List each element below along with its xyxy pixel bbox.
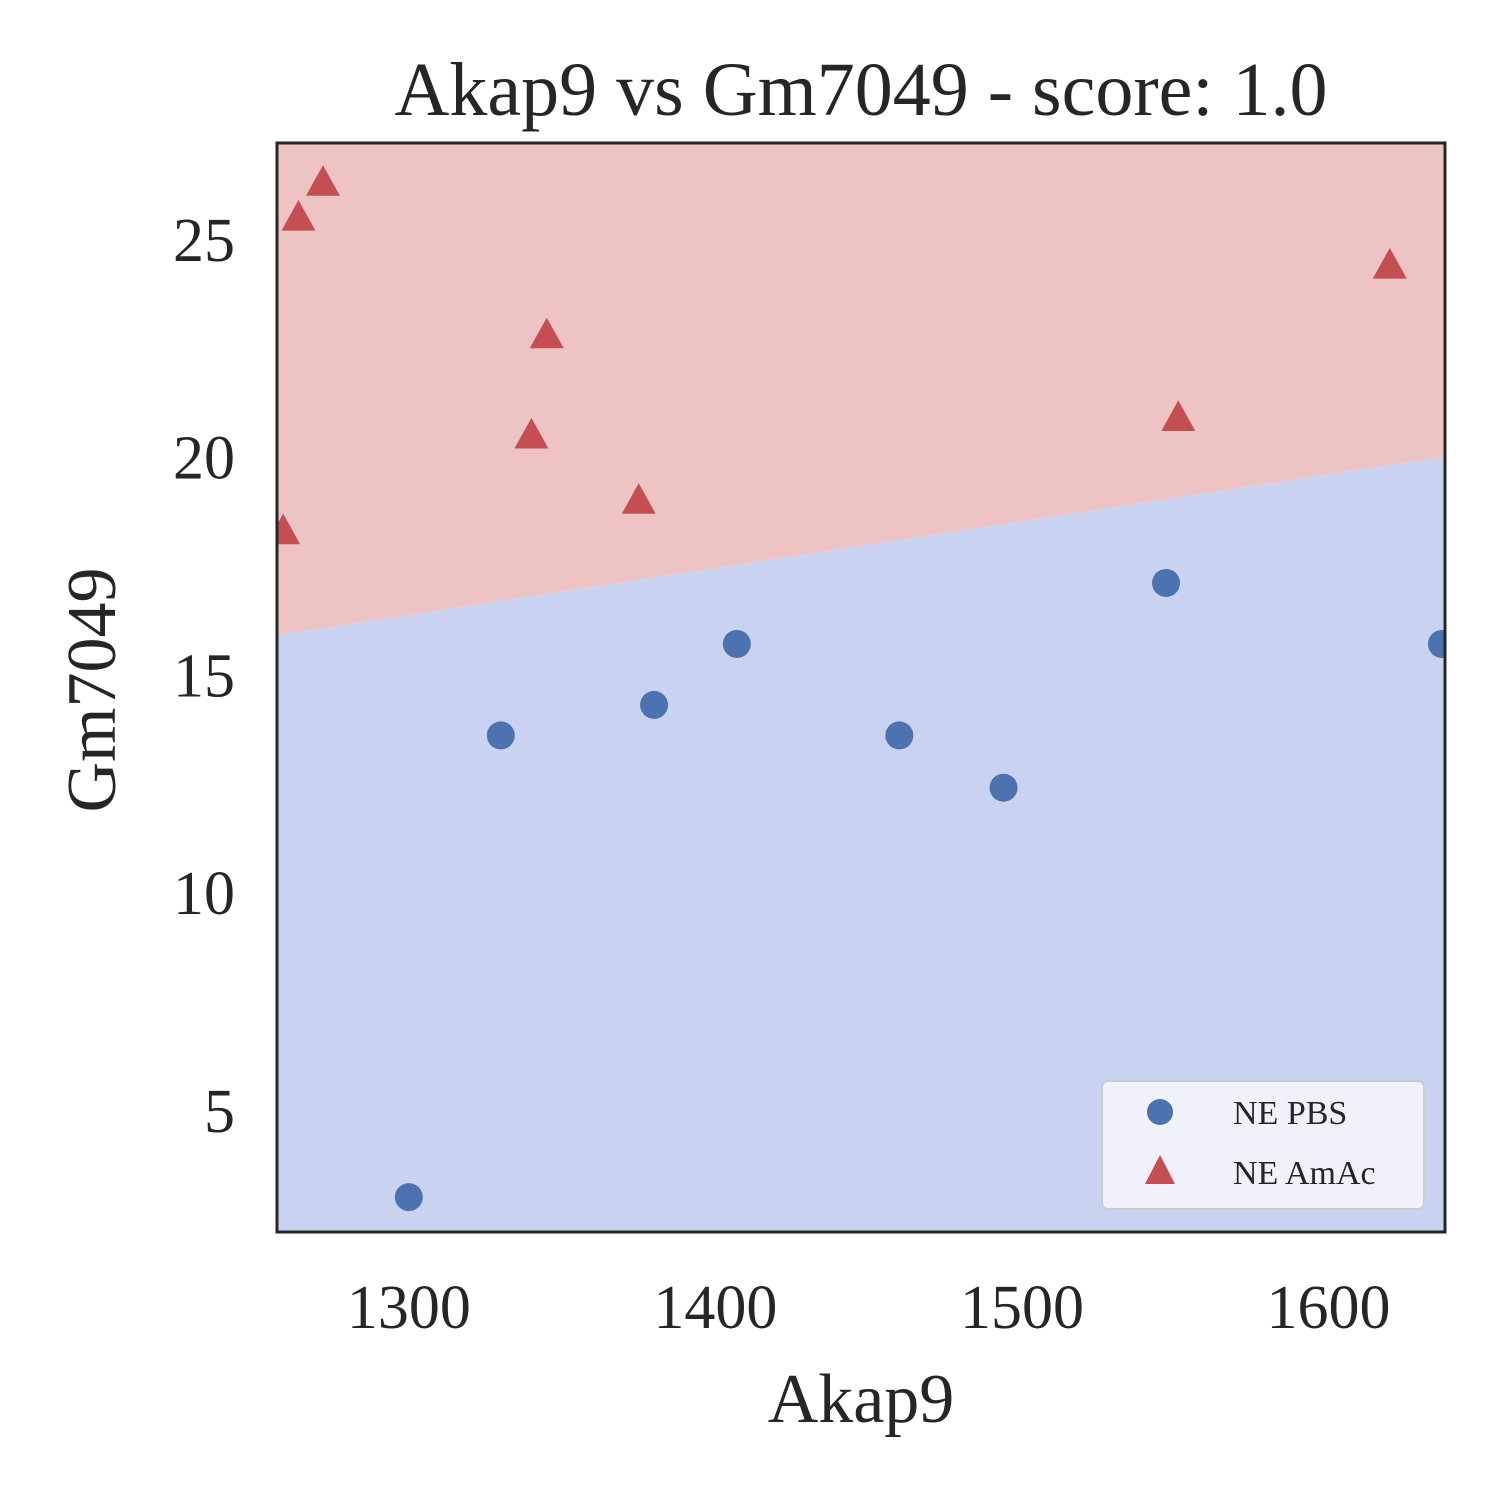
data-point-ne-pbs [486,721,515,750]
data-point-ne-pbs [989,773,1018,802]
legend-label-ne-amac: NE AmAc [1233,1155,1376,1192]
x-tick-label: 1600 [1267,1274,1391,1342]
data-point-ne-amac [1372,247,1407,279]
legend: NE PBS NE AmAc [1101,1080,1425,1210]
region-ne-pbs [277,456,1445,1232]
data-point-ne-pbs [394,1183,423,1212]
plot-frame [275,141,1447,1234]
y-tick-label: 25 [173,207,235,275]
y-tick-label: 10 [173,860,235,928]
legend-marker-ne-pbs [1147,1099,1173,1125]
data-point-ne-amac [529,317,564,349]
data-point-ne-amac [277,513,301,545]
y-tick-label: 15 [173,642,235,710]
x-axis-label: Akap9 [768,1361,955,1438]
plot-area [277,143,1445,1232]
y-axis-label: Gm7049 [54,568,131,813]
data-point-ne-amac [1161,400,1196,432]
y-tick-label: 5 [204,1078,235,1146]
y-axis-ticks: 5 10 15 20 25 [173,207,235,1146]
data-point-ne-pbs [1427,629,1445,658]
x-tick-label: 1400 [653,1274,777,1342]
data-point-ne-amac [621,483,656,514]
legend-marker-ne-amac [1145,1155,1175,1184]
x-tick-label: 1500 [960,1274,1084,1342]
data-point-ne-amac [305,165,340,196]
data-point-ne-amac [281,200,316,231]
data-point-ne-pbs [722,629,751,658]
y-tick-label: 20 [173,425,235,493]
x-axis-ticks: 1300 1400 1500 1600 [347,1274,1391,1342]
data-point-ne-pbs [1152,568,1181,597]
data-point-ne-pbs [640,690,669,719]
legend-label-ne-pbs: NE PBS [1233,1095,1347,1132]
region-ne-amac [277,143,1445,636]
legend-box [1101,1080,1425,1210]
data-point-ne-amac [514,417,549,449]
data-point-ne-pbs [885,721,914,750]
chart-title: Akap9 vs Gm7049 - score: 1.0 [395,48,1328,132]
x-tick-label: 1300 [347,1274,471,1342]
